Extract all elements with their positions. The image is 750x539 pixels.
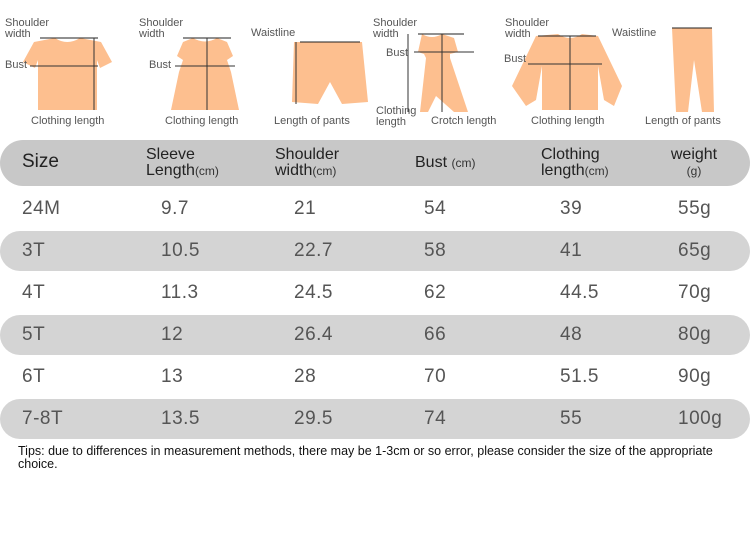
weight-cell: 55g [678, 198, 712, 219]
header-weight: weight (g) [670, 146, 718, 179]
header-bust: Bust (cm) [415, 154, 476, 171]
bust-cell: 70 [424, 366, 447, 387]
sleeve-cell: 12 [161, 324, 184, 345]
shoulder-cell: 26.4 [294, 324, 333, 345]
sleeve-cell: 11.3 [161, 282, 199, 303]
shorts-icon [292, 41, 368, 104]
bust-label: Bust [504, 53, 527, 65]
size-cell: 4T [22, 282, 46, 303]
clothing-length-caption: Clothing length [31, 115, 105, 127]
shorts-diagram: Waistline Length of pants [250, 0, 370, 135]
clothing-length-label: Clothing length [376, 105, 417, 128]
table-row: 3T 10.5 22.7 58 41 65g [0, 231, 750, 271]
waistline-label: Waistline [612, 27, 657, 39]
sleeve-cell: 13 [161, 366, 184, 387]
pants-diagram: Waistline Length of pants [610, 0, 750, 135]
length-cell: 48 [560, 324, 583, 345]
shoulder-cell: 24.5 [294, 282, 333, 303]
pants-icon [672, 27, 714, 112]
bust-label: Bust [149, 59, 172, 71]
length-cell: 39 [560, 198, 583, 219]
sleeve-cell: 10.5 [161, 240, 200, 261]
shoulder-cell: 29.5 [294, 408, 333, 429]
tips-note: Tips: due to differences in measurement … [18, 444, 713, 471]
weight-cell: 65g [678, 240, 712, 261]
tshirt-diagram: Shoulder width Bust Clothing length [0, 0, 130, 135]
length-cell: 41 [560, 240, 583, 261]
waistline-label: Waistline [251, 27, 296, 39]
header-shoulder-width: Shoulder width(cm) [275, 146, 340, 179]
romper-diagram: Shoulder width Bust Clothing length Crot… [370, 0, 505, 135]
bust-label: Bust [5, 59, 28, 71]
header-sleeve-length: Sleeve Length(cm) [146, 146, 219, 179]
size-cell: 3T [22, 240, 46, 261]
bust-label: Bust [386, 47, 409, 59]
table-row: 6T 13 28 70 51.5 90g [0, 357, 750, 397]
shoulder-width-label: Shoulder width [5, 17, 50, 40]
tshirt-icon [23, 37, 112, 110]
clothing-length-caption: Clothing length [165, 115, 239, 127]
length-of-pants-caption: Length of pants [274, 115, 350, 127]
measurement-diagrams: Shoulder width Bust Clothing length Shou… [0, 0, 750, 135]
size-table-header: Size Sleeve Length(cm) Shoulder width(cm… [0, 140, 750, 186]
jacket-diagram: Shoulder width Bust Clothing length [500, 0, 635, 135]
shoulder-cell: 22.7 [294, 240, 333, 261]
sleeve-cell: 9.7 [161, 198, 189, 219]
size-cell: 5T [22, 324, 46, 345]
weight-cell: 70g [678, 282, 712, 303]
header-clothing-length: Clothing length(cm) [541, 146, 609, 179]
dress-diagram: Shoulder width Bust Clothing length [135, 0, 255, 135]
romper-icon [407, 33, 474, 112]
header-size: Size [22, 151, 59, 172]
jacket-icon [512, 34, 622, 110]
shoulder-width-label: Shoulder width [373, 17, 418, 40]
bust-cell: 62 [424, 282, 447, 303]
length-cell: 51.5 [560, 366, 599, 387]
dress-icon [171, 37, 239, 110]
length-of-pants-caption: Length of pants [645, 115, 721, 127]
bust-cell: 58 [424, 240, 447, 261]
shoulder-cell: 21 [294, 198, 317, 219]
shoulder-width-label: Shoulder width [139, 17, 184, 40]
length-cell: 55 [560, 408, 583, 429]
length-cell: 44.5 [560, 282, 599, 303]
weight-cell: 80g [678, 324, 712, 345]
size-cell: 24M [22, 198, 61, 219]
bust-cell: 66 [424, 324, 447, 345]
size-cell: 7-8T [22, 408, 64, 429]
bust-cell: 54 [424, 198, 447, 219]
weight-cell: 90g [678, 366, 712, 387]
bust-cell: 74 [424, 408, 447, 429]
sleeve-cell: 13.5 [161, 408, 200, 429]
table-row: 7-8T 13.5 29.5 74 55 100g [0, 399, 750, 439]
size-cell: 6T [22, 366, 46, 387]
table-row: 5T 12 26.4 66 48 80g [0, 315, 750, 355]
weight-cell: 100g [678, 408, 723, 429]
table-row: 24M 9.7 21 54 39 55g [0, 189, 750, 229]
table-row: 4T 11.3 24.5 62 44.5 70g [0, 273, 750, 313]
crotch-length-caption: Crotch length [431, 115, 497, 127]
shoulder-width-label: Shoulder width [505, 17, 550, 40]
clothing-length-caption: Clothing length [531, 115, 605, 127]
shoulder-cell: 28 [294, 366, 317, 387]
